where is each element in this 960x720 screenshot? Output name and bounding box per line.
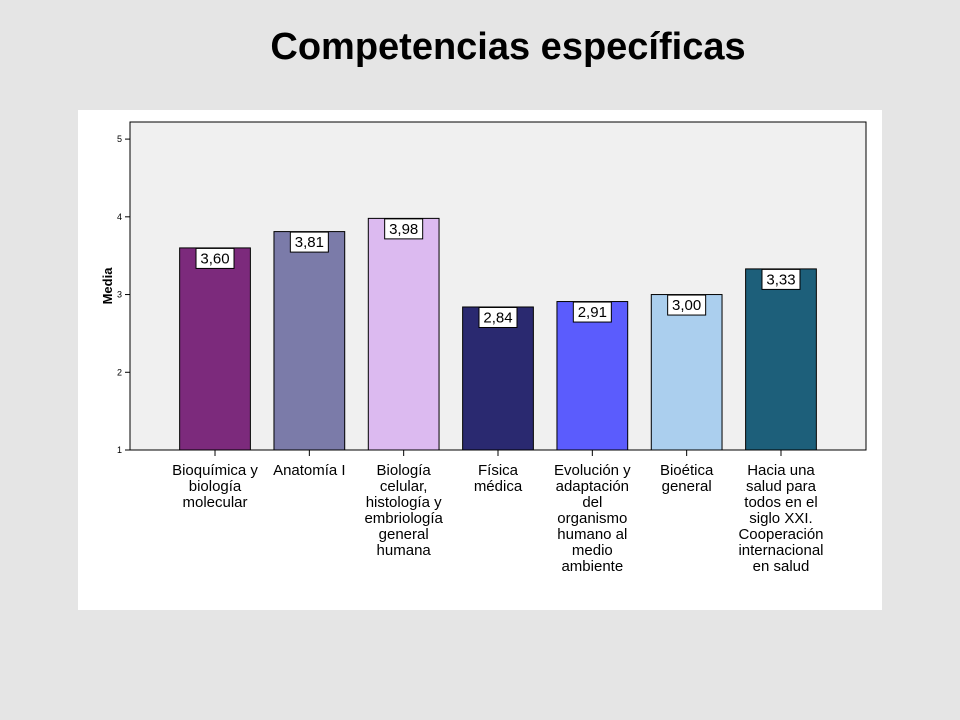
x-tick-label-line: medio (572, 542, 613, 559)
x-tick-label: Hacia una salud para todos en el siglo XXI.… (738, 462, 823, 575)
data-label: 3,81 (289, 231, 329, 253)
data-label-text: 3,00 (672, 297, 701, 314)
y-tick-label: 1 (117, 445, 122, 455)
x-tick-label-line: molecular (182, 494, 247, 511)
x-tick-label-line: humano al (557, 526, 627, 543)
x-tick-label-line: salud para (746, 478, 817, 495)
data-labels: 3,60 3,81 3,98 2,84 2,91 3,00 3,33 (195, 218, 801, 328)
x-tick-label-line: médica (474, 478, 523, 495)
x-tick-label-line: general (379, 526, 429, 543)
x-tick-label-line: Cooperación (738, 526, 823, 543)
bar (745, 268, 817, 451)
data-label-box (384, 218, 424, 240)
x-tick-label-line: Bioquímica y (172, 462, 258, 479)
x-tick-label: Anatomía I (273, 462, 346, 479)
x-tick-label-line: siglo XXI. (749, 510, 812, 527)
x-tick-label-line: ambiente (561, 558, 623, 575)
x-tick-label: Bioquímica y biología molecular (172, 462, 258, 511)
x-tick-label-line: todos en el (744, 494, 817, 511)
x-tick-label-line: Física (478, 462, 519, 479)
data-label-box (667, 294, 707, 316)
data-label-text: 2,84 (483, 309, 512, 326)
bar (179, 247, 251, 451)
data-label-box (289, 231, 329, 253)
x-tick-label-line: embriología (364, 510, 443, 527)
x-tick-label-line: Evolución y (554, 462, 631, 479)
data-label: 3,98 (384, 218, 424, 240)
data-label-text: 2,91 (578, 304, 607, 321)
y-axis: 1 2 3 4 5 (117, 134, 130, 455)
data-label-text: 3,98 (389, 221, 418, 238)
data-label: 2,84 (478, 306, 518, 328)
bar (273, 231, 346, 451)
bar (462, 306, 534, 451)
x-tick-label-line: Biología (377, 462, 432, 479)
x-tick-label-line: humana (377, 542, 432, 559)
data-label-text: 3,60 (200, 250, 229, 267)
bar (367, 217, 440, 451)
x-tick-label-line: Anatomía I (273, 462, 346, 479)
y-tick-label: 5 (117, 134, 122, 144)
data-label-box (478, 306, 518, 328)
y-tick-label: 2 (117, 367, 122, 377)
y-tick-label: 4 (117, 212, 122, 222)
data-label-text: 3,81 (295, 234, 324, 251)
data-label: 3,60 (195, 247, 235, 269)
data-label-text: 3,33 (766, 271, 795, 288)
data-label-box (761, 268, 801, 290)
data-label-box (195, 247, 235, 269)
x-tick-label: Bioética general (660, 462, 714, 495)
data-label: 3,00 (667, 294, 707, 316)
x-tick-label-line: internacional (738, 542, 823, 559)
x-tick-label-line: en salud (753, 558, 810, 575)
y-tick-label: 3 (117, 290, 122, 300)
x-tick-label-line: general (662, 478, 712, 495)
data-label-box (572, 301, 612, 323)
x-tick-label-line: Bioética (660, 462, 714, 479)
y-axis-title: Media (100, 267, 115, 305)
x-tick-label: Evolución y adaptación del organismo humano … (554, 462, 631, 575)
x-tick-label: Biología celular, histología y embriología g… (364, 462, 443, 559)
x-tick-label-line: del (582, 494, 602, 511)
data-label: 3,33 (761, 268, 801, 290)
bars (179, 217, 817, 451)
chart-title: Competencias específicas (270, 26, 745, 68)
x-tick-label-line: histología y (366, 494, 442, 511)
x-tick-label-line: biología (189, 478, 242, 495)
data-label: 2,91 (572, 301, 612, 323)
x-tick-label-line: celular, (380, 478, 428, 495)
bar (650, 294, 723, 451)
bar (556, 301, 629, 451)
x-tick-label-line: adaptación (556, 478, 629, 495)
x-tick-label: Física médica (474, 462, 523, 495)
x-tick-label-line: Hacia una (747, 462, 815, 479)
x-axis: Bioquímica y biología molecular Anatomía I B… (172, 450, 824, 575)
x-tick-label-line: organismo (557, 510, 627, 527)
